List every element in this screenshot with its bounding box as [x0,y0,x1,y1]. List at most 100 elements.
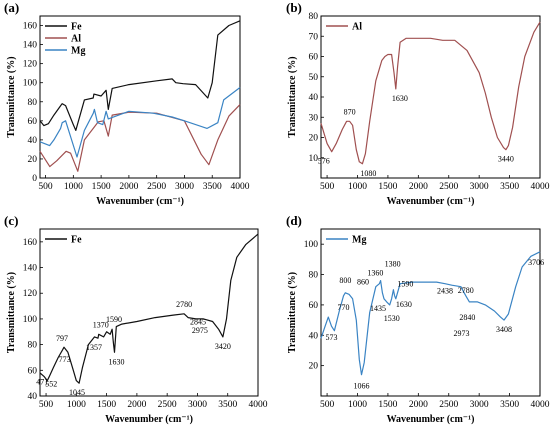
x-tick-label: 2500 [158,400,177,410]
peak-label: 1045 [69,388,85,397]
panel-letter: (c) [4,213,18,228]
y-tick-label: 60 [28,117,38,127]
y-tick-label: 20 [309,362,319,372]
panel-a: (a) 500 1000 1500 2000 2500 3000 3500 4000 0 20 40 6… [4,0,250,207]
y-tick-label: 140 [23,264,38,274]
x-tick-label: 2500 [439,400,458,410]
peak-label: 860 [357,277,369,286]
series-line-mg [320,251,541,376]
x-tick-label: 1500 [97,400,116,410]
x-tick-label: 500 [39,400,54,410]
peak-label: 1630 [108,357,124,366]
x-tick-label: 3500 [218,400,237,410]
panel-c: (c) 500 1000 1500 2000 2500 3000 3500 4000 40 60 80… [4,213,268,425]
x-tick-label: 500 [38,182,53,192]
series-line-fe [39,233,259,384]
x-tick-label: 2000 [409,400,428,410]
y-axis-title: Transmittance (%) [6,272,17,353]
peak-label: 2973 [454,329,470,338]
peak-label: 3420 [215,342,231,351]
peak-label: 870 [344,107,356,116]
x-axis-title: Wavenumber (cm⁻¹) [387,196,475,207]
y-tick-label: 40 [28,392,38,402]
peak-label: 1530 [384,314,400,323]
y-tick-label: 10 [309,154,319,164]
x-axis-title: Wavenumber (cm⁻¹) [387,414,475,425]
x-tick-label: 2500 [439,182,458,192]
peak-label: 2975 [192,326,208,335]
peak-label: 3408 [496,325,512,334]
peak-label: 2780 [458,286,474,295]
y-tick-label: 40 [28,136,38,146]
x-tick-label: 3000 [188,400,207,410]
series-line-al [39,104,241,172]
legend-label-al: Al [352,22,362,33]
y-tick-label: 100 [304,240,319,250]
plot-frame [320,228,541,397]
peak-label: 1435 [370,304,386,313]
legend-label-mg: Mg [71,46,85,57]
x-tick-label: 3000 [470,400,489,410]
x-tick-label: 4000 [249,400,268,410]
x-tick-label: 1000 [67,400,86,410]
peak-label: 3706 [528,258,544,267]
plot-frame [39,15,241,179]
y-tick-label: 20 [28,155,38,165]
y-tick-label: 80 [309,271,319,281]
peak-label: 1630 [392,94,408,103]
peak-label: 800 [339,276,351,285]
series-line-mg [39,87,241,158]
peak-label: 1380 [385,260,401,269]
x-tick-label: 1500 [378,400,397,410]
peak-label: 471 [36,378,48,387]
peak-label: 770 [338,303,350,312]
x-axis-title: Wavenumber (cm⁻¹) [96,196,184,207]
panel-letter: (b) [286,0,302,15]
y-tick-label: 120 [23,60,38,70]
panel-b: (b) 500 1000 1500 2000 2500 3000 3500 4000 10 20 30… [286,0,550,207]
peak-label: 1357 [86,343,102,352]
y-tick-label: 100 [23,79,38,89]
y-tick-label: 100 [23,315,38,325]
peak-label: 573 [326,333,338,342]
peak-label: 797 [56,334,68,343]
peak-label: 1360 [367,269,383,278]
y-tick-label: 30 [309,113,319,123]
x-tick-label: 4000 [531,182,550,192]
peak-label: 2840 [459,313,475,322]
peak-label: 576 [318,157,330,166]
y-tick-label: 80 [309,12,319,22]
legend-label-mg: Mg [352,235,366,246]
y-tick-label: 40 [309,331,319,341]
x-tick-label: 4000 [231,182,250,192]
y-tick-label: 160 [23,22,38,32]
peak-label: 773 [59,355,71,364]
legend-label-fe: Fe [71,22,82,33]
x-tick-label: 3000 [175,182,194,192]
y-tick-label: 80 [28,341,38,351]
x-tick-label: 1000 [348,400,367,410]
x-tick-label: 1000 [64,182,83,192]
peak-label: 1066 [354,382,370,391]
peak-label: 1630 [396,300,412,309]
y-tick-label: 0 [32,174,37,184]
peak-label: 1590 [397,280,413,289]
y-tick-label: 50 [309,73,319,83]
y-tick-label: 160 [23,238,38,248]
peak-label: 1080 [360,169,376,178]
x-tick-label: 3500 [203,182,222,192]
legend-label-al: Al [71,34,81,45]
y-tick-label: 80 [28,98,38,108]
y-tick-label: 120 [23,289,38,299]
x-tick-label: 3500 [500,182,519,192]
panel-d: (d) 500 1000 1500 2000 2500 3000 3500 4000 20 40 60… [286,213,550,425]
peak-label: 2845 [190,318,206,327]
peak-label: 552 [45,380,57,389]
plot-frame [39,228,259,397]
y-tick-label: 60 [309,53,319,63]
peak-label: 3440 [498,155,514,164]
peak-label: 1370 [93,320,109,329]
x-tick-label: 1500 [92,182,111,192]
y-tick-label: 40 [309,93,319,103]
